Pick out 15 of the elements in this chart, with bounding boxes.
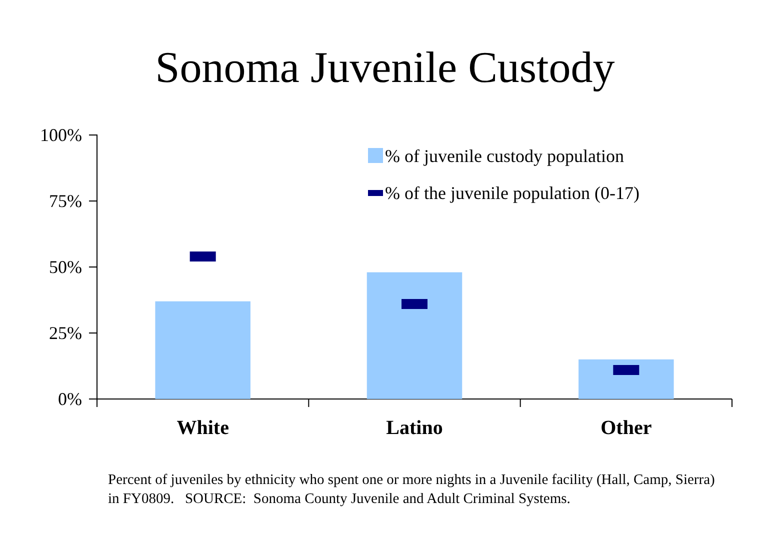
bar [578, 359, 674, 399]
y-tick-label: 0% [58, 388, 82, 409]
x-tick-label: White [176, 417, 230, 439]
y-tick-label: 100% [40, 124, 82, 145]
legend-label: % of the juvenile population (0-17) [385, 183, 640, 203]
text: Percent of juveniles by ethnicity who spent one or more nights in a Juvenile facility (Hall, Camp, Sierra) in FY0809. SOURCE: Sonoma County Juvenile and Adult Criminal Systems. [108, 472, 716, 507]
y-tick-label: 50% [49, 256, 82, 277]
bar [366, 272, 462, 399]
x-tick-label: Latino [386, 417, 443, 439]
y-tick-label: 75% [49, 190, 82, 211]
legend-label: % of juvenile custody population [385, 146, 624, 166]
x-tick-label: Other [600, 417, 652, 439]
bar [155, 301, 250, 399]
y-tick-label: 25% [49, 322, 82, 343]
chart-title: Sonoma Juvenile Custody [155, 43, 615, 92]
